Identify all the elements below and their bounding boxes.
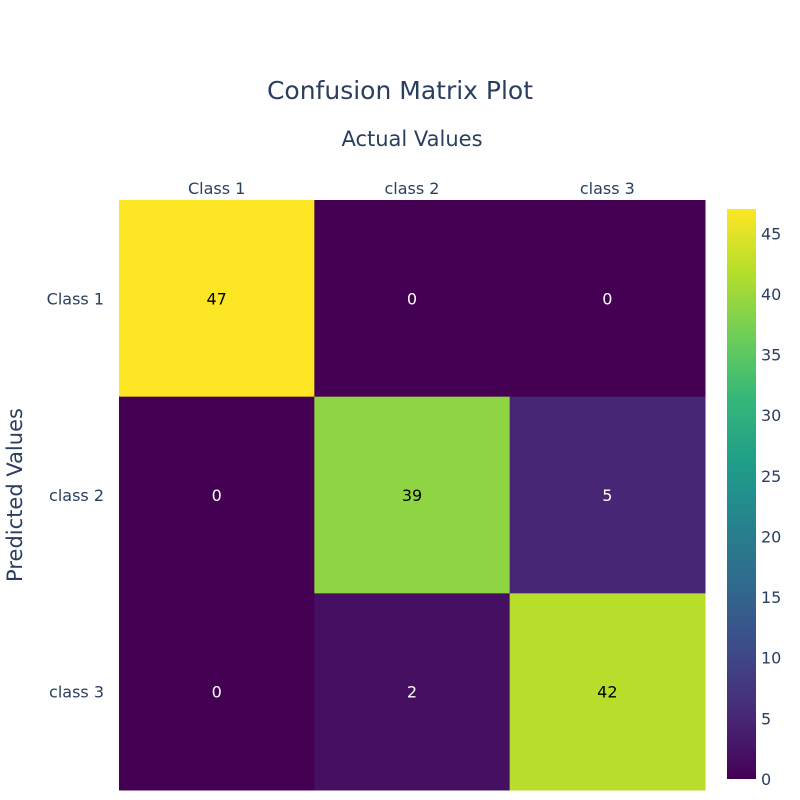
heatmap-cell: [509, 200, 706, 398]
x-axis-title: Actual Values: [341, 127, 482, 151]
heatmap-cell: [119, 200, 315, 398]
heatmap-cells: 47 0 0 0 39 5 0 2 42: [119, 200, 706, 791]
heatmap-cell: [119, 396, 315, 594]
cell-value-label: 0: [212, 486, 222, 505]
cell-value-label: 42: [597, 683, 617, 702]
y-axis-ticks: Class 1 class 2 class 3: [47, 289, 104, 701]
colorbar-tick-label: 25: [761, 467, 781, 486]
colorbar-tick-label: 15: [761, 588, 781, 607]
x-tick-label: class 2: [385, 179, 440, 198]
y-tick-label: class 2: [49, 486, 104, 505]
cell-value-label: 0: [407, 289, 417, 308]
cell-value-label: 5: [602, 486, 612, 505]
cell-value-label: 39: [402, 486, 422, 505]
x-axis-ticks: Class 1 class 2 class 3: [188, 179, 635, 198]
cell-value-label: 47: [206, 289, 226, 308]
x-tick-label: class 3: [580, 179, 635, 198]
colorbar-tick-label: 20: [761, 527, 781, 546]
x-tick-label: Class 1: [188, 179, 245, 198]
colorbar-tick-label: 40: [761, 285, 781, 304]
colorbar-tick-label: 35: [761, 346, 781, 365]
y-tick-label: class 3: [49, 683, 104, 702]
colorbar-tick-label: 0: [761, 770, 771, 789]
cell-value-label: 0: [602, 289, 612, 308]
colorbar-tick-label: 45: [761, 224, 781, 243]
y-axis-title: Predicted Values: [3, 408, 27, 582]
heatmap-cell: [119, 593, 315, 791]
heatmap-cell: [314, 593, 511, 791]
colorbar-tick-label: 30: [761, 406, 781, 425]
heatmap-cell: [314, 200, 511, 398]
colorbar-tick-label: 10: [761, 649, 781, 668]
colorbar-ticks: 0 5 10 15 20 25 30 35 40 45: [761, 224, 781, 789]
colorbar-tick-label: 5: [761, 709, 771, 728]
chart-title: Confusion Matrix Plot: [267, 76, 533, 105]
cell-value-label: 0: [212, 683, 222, 702]
heatmap-cell: [509, 396, 706, 594]
heatmap-cell: [509, 593, 706, 791]
y-tick-label: Class 1: [47, 289, 104, 308]
colorbar: [727, 209, 756, 779]
heatmap-cell: [314, 396, 511, 594]
cell-value-label: 2: [407, 683, 417, 702]
